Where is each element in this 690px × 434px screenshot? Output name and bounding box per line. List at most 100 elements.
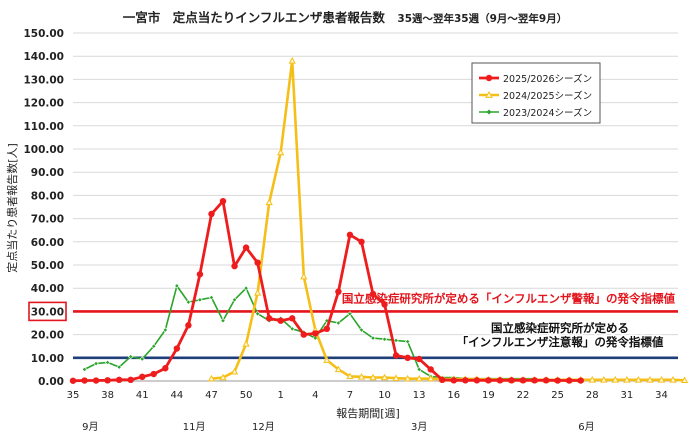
- data-point: [392, 352, 400, 359]
- data-point: [462, 377, 469, 384]
- x-tick-label: 19: [482, 390, 495, 401]
- y-tick-label: 90.00: [31, 167, 64, 179]
- data-point: [207, 374, 216, 382]
- x-tick-label: 31: [621, 390, 634, 401]
- data-point: [380, 373, 389, 381]
- y-tick-label: 140.00: [23, 51, 64, 63]
- data-point: [300, 272, 308, 280]
- data-point: [577, 377, 584, 384]
- y-tick-label: 0.00: [38, 376, 64, 388]
- data-point: [646, 376, 654, 383]
- data-point: [162, 365, 169, 372]
- data-point: [416, 366, 422, 373]
- data-point: [300, 331, 307, 338]
- y-axis-label: 定点当たり患者報告数[人]: [5, 143, 19, 273]
- data-point: [162, 327, 168, 333]
- data-point: [92, 377, 100, 384]
- data-point: [370, 335, 376, 341]
- data-point: [611, 376, 619, 383]
- data-point: [623, 376, 631, 383]
- x-tick-label: 16: [447, 390, 460, 401]
- data-point: [81, 377, 88, 384]
- legend-box: [471, 62, 601, 124]
- data-point: [669, 376, 677, 383]
- data-point: [346, 231, 354, 239]
- legend: 2025/2026シーズン 2024/2025シーズン 2023/2024シーズン: [471, 62, 601, 124]
- data-point: [254, 259, 261, 266]
- data-point: [265, 315, 273, 322]
- data-point: [485, 377, 492, 384]
- data-point: [403, 374, 412, 382]
- legend-marker: [486, 109, 492, 115]
- data-point: [277, 317, 284, 324]
- data-point: [208, 210, 215, 218]
- data-point: [323, 356, 331, 363]
- data-point: [230, 367, 239, 375]
- x-tick-label: 1: [278, 390, 284, 401]
- data-point: [381, 336, 388, 342]
- x-axis-label: 報告期間[週]: [336, 407, 400, 420]
- alert-threshold-label: 国立感染症研究所が定める「インフルエンザ警報」の発令指標値: [342, 291, 676, 305]
- data-point: [312, 330, 319, 337]
- chart-subtitle: 35週～翌年35週（9月～翌年9月）: [397, 12, 567, 25]
- y-tick-label: 100.00: [23, 144, 64, 156]
- x-tick-label: 50: [240, 390, 253, 401]
- data-point: [519, 377, 527, 384]
- chart-title: 一宮市 定点当たりインフルエンザ患者報告数 35週～翌年35週（9月～翌年9月）: [123, 10, 567, 25]
- month-labels: 9月 11月 12月 3月 6月: [82, 421, 595, 433]
- data-point: [255, 311, 261, 317]
- x-tick-label: 10: [378, 390, 391, 401]
- data-point: [404, 354, 411, 361]
- data-point: [150, 370, 157, 378]
- data-point: [634, 376, 643, 383]
- data-point: [253, 289, 262, 296]
- data-point: [128, 354, 134, 360]
- data-point: [405, 338, 411, 345]
- data-point: [288, 57, 296, 64]
- data-point: [358, 327, 365, 333]
- data-point: [231, 262, 238, 270]
- data-point: [496, 377, 504, 384]
- data-point: [473, 377, 481, 384]
- data-point: [196, 271, 204, 278]
- y-tick-highlight-box: [28, 301, 67, 322]
- x-tick-label: 34: [655, 390, 668, 401]
- caution-threshold-label: 「インフルエンザ注意報」の発令指標値: [457, 335, 664, 349]
- data-point: [542, 377, 550, 384]
- data-point: [139, 373, 146, 381]
- data-point: [289, 315, 296, 322]
- y-tick-label: 20.00: [31, 330, 64, 342]
- data-point: [415, 355, 423, 363]
- x-tick-label: 35: [67, 390, 80, 401]
- data-point: [335, 288, 342, 295]
- data-point: [104, 359, 111, 366]
- data-point: [565, 377, 573, 384]
- data-point: [197, 297, 203, 303]
- x-tick-label: 28: [586, 390, 599, 401]
- data-point: [185, 299, 192, 305]
- y-tick-label: 30.00: [31, 306, 64, 318]
- data-point: [93, 360, 99, 367]
- legend-marker: [485, 90, 493, 98]
- x-tick-label: 44: [170, 390, 183, 401]
- y-tick-label: 50.00: [31, 260, 64, 272]
- series-1: [69, 198, 584, 384]
- y-tick-label: 120.00: [23, 98, 64, 110]
- y-tick-label: 40.00: [31, 283, 64, 295]
- y-tick-label: 80.00: [31, 190, 64, 202]
- data-point: [657, 376, 666, 383]
- data-point: [115, 376, 123, 384]
- data-point: [139, 356, 145, 362]
- y-tick-label: 60.00: [31, 237, 64, 249]
- data-point: [104, 377, 111, 384]
- data-point: [243, 285, 249, 291]
- data-point: [508, 377, 515, 384]
- data-point: [531, 377, 538, 384]
- month-label: 3月: [411, 421, 427, 433]
- data-point: [219, 198, 227, 205]
- data-point: [208, 294, 215, 301]
- x-tick-label: 7: [347, 390, 353, 401]
- x-tick-label: 47: [205, 390, 218, 401]
- data-point: [81, 366, 88, 373]
